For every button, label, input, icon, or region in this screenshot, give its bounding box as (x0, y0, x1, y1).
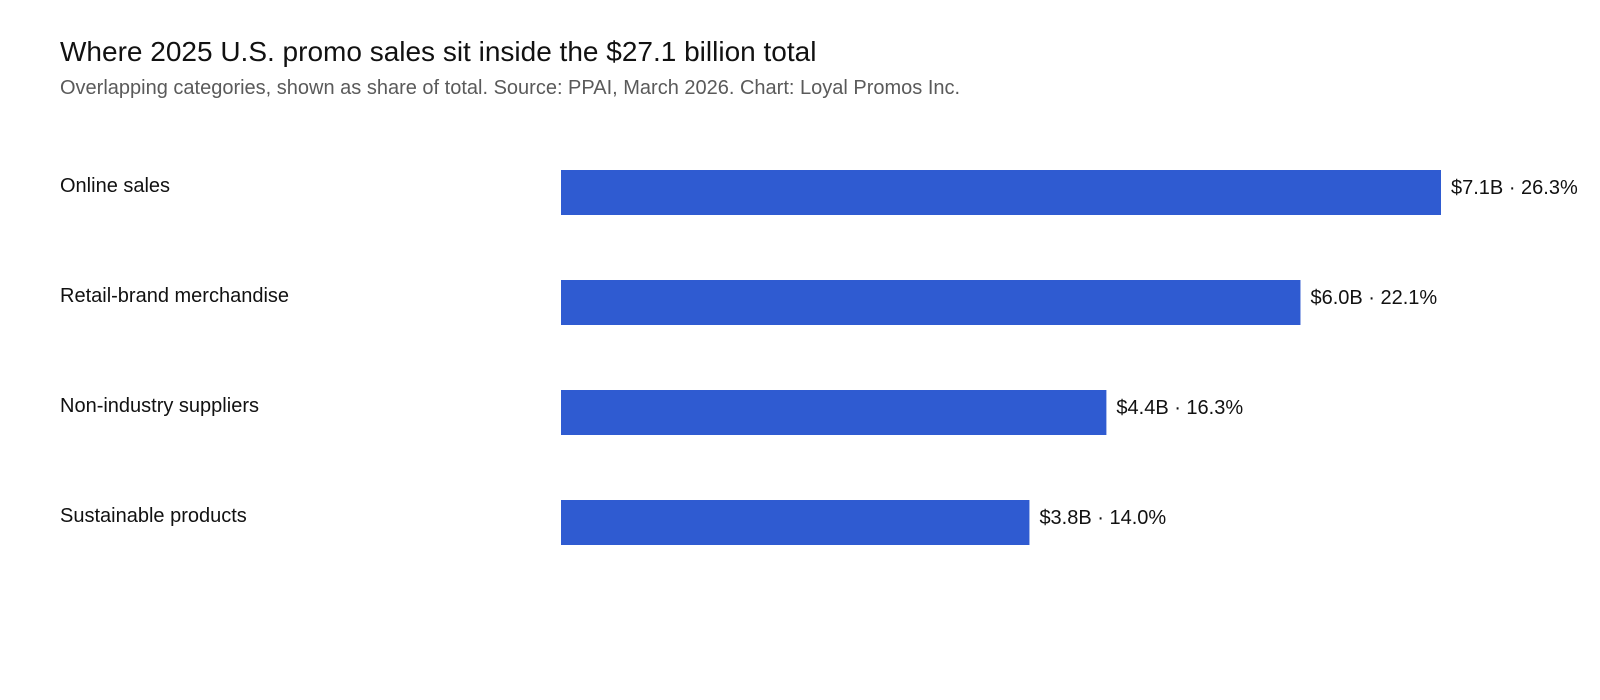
category-label: Retail-brand merchandise (60, 285, 289, 307)
data-label: $6.0B · 22.1% (1310, 287, 1437, 309)
category-label: Non-industry suppliers (60, 395, 259, 417)
bar (561, 280, 1301, 325)
category-label: Sustainable products (60, 505, 247, 527)
category-label: Online sales (60, 175, 170, 197)
bar (561, 500, 1030, 545)
chart-subtitle: Overlapping categories, shown as share o… (60, 77, 961, 99)
data-label: $7.1B · 26.3% (1451, 177, 1578, 199)
bar (561, 390, 1107, 435)
data-label: $3.8B · 14.0% (1039, 507, 1166, 529)
data-label: $4.4B · 16.3% (1116, 397, 1243, 419)
chart-title: Where 2025 U.S. promo sales sit inside t… (60, 36, 817, 67)
bar (561, 170, 1441, 215)
